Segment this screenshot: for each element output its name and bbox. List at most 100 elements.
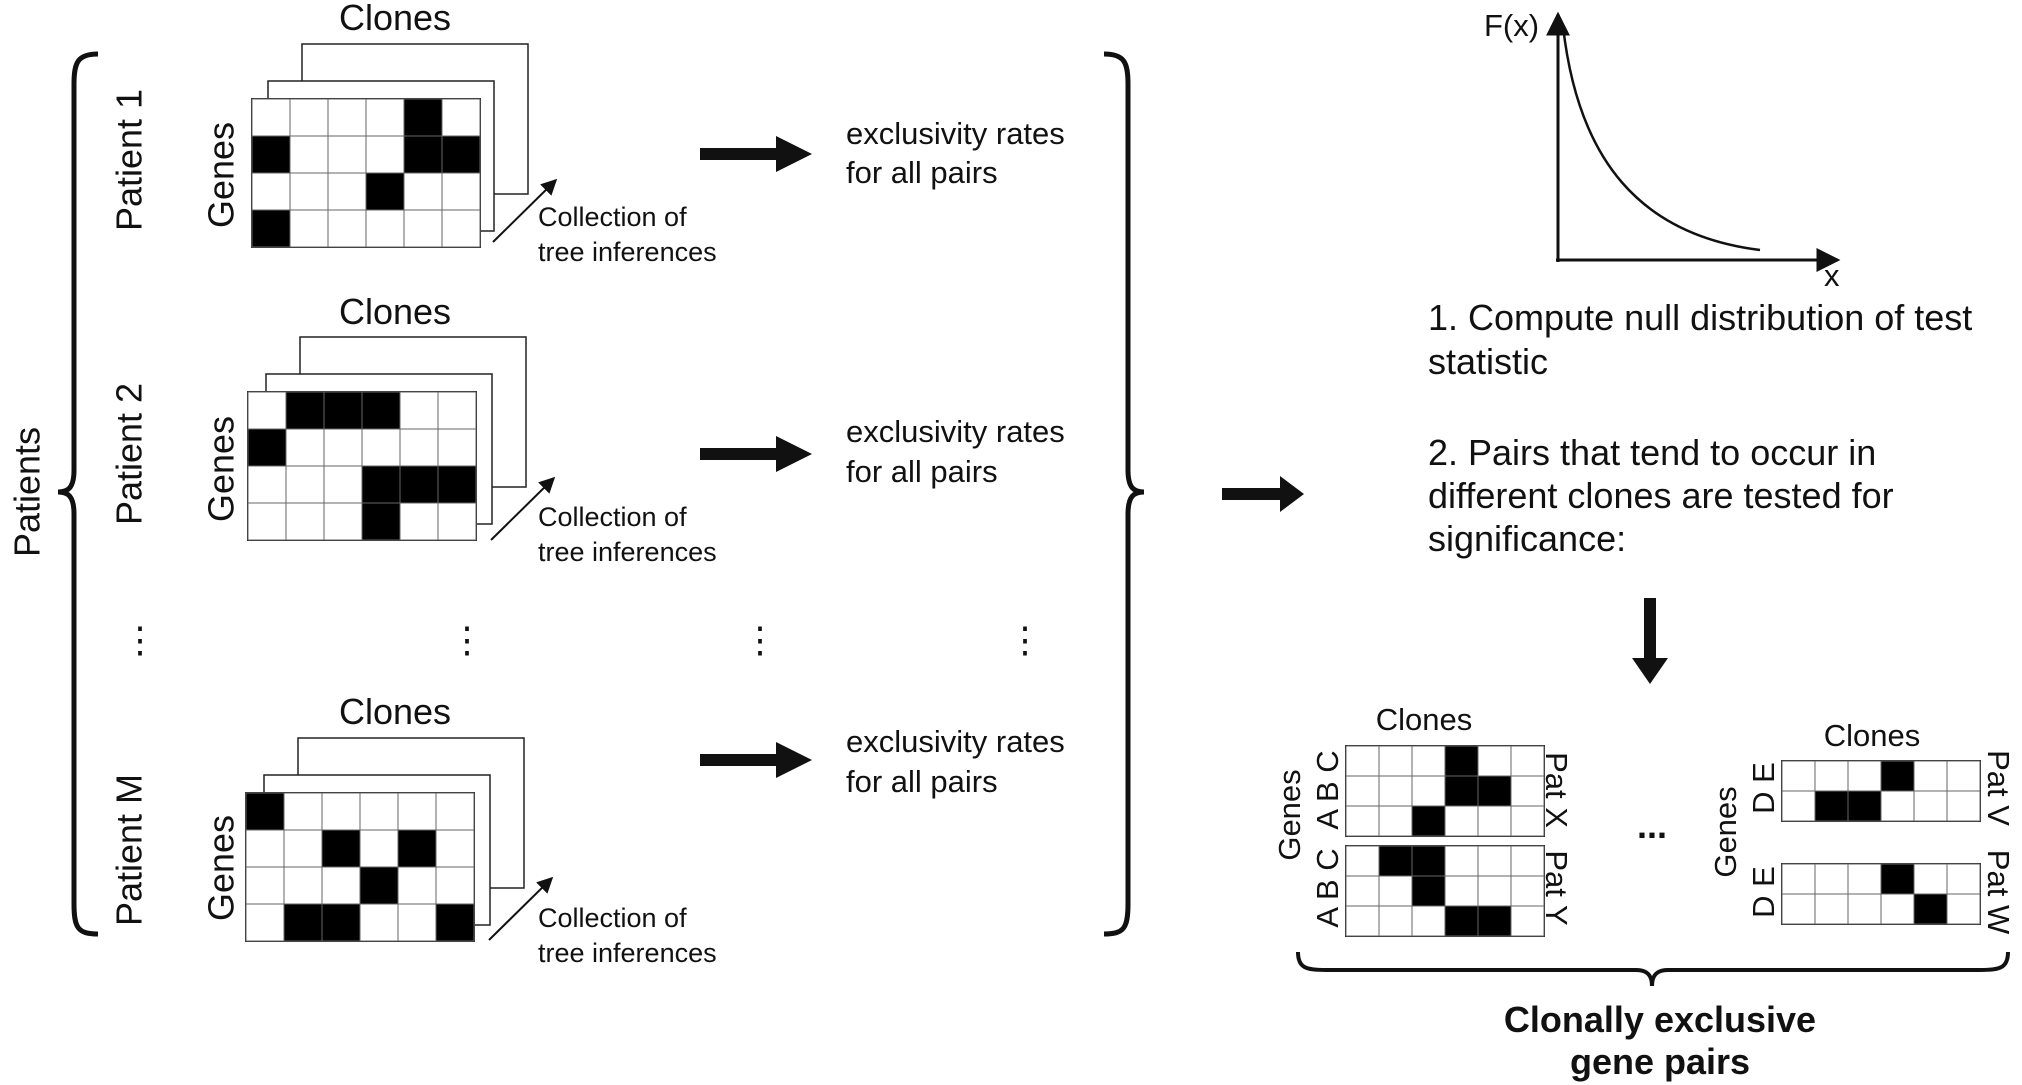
gene-letters-pat-v: D E (1746, 762, 1781, 814)
result-ellipsis: ... (1637, 805, 1667, 846)
matrix-cell-empty (1345, 875, 1380, 907)
matrix-cell-filled (435, 903, 475, 942)
ellipsis-arrows: ⋮ (742, 619, 778, 660)
rates-closing-brace (1103, 51, 1145, 937)
result-title-line2: gene pairs (1570, 1041, 1750, 1082)
result-clones-label-1: Clones (1376, 702, 1473, 737)
matrix-cell-empty (399, 428, 439, 467)
matrix-cell-empty (1378, 905, 1413, 937)
matrix-cell-empty (1411, 745, 1446, 777)
result-genes-label-2: Genes (1708, 786, 1743, 877)
matrix-cell-empty (1781, 760, 1816, 792)
matrix-cell-empty (365, 209, 405, 248)
pat-w-label: Pat W (1981, 850, 2016, 935)
matrix-cell-empty (435, 829, 475, 868)
matrix-cell-filled (1477, 905, 1512, 937)
matrix-cell-empty (1510, 905, 1545, 937)
patients-label: Patients (7, 427, 48, 557)
patients-brace (57, 51, 99, 937)
matrix-cell-empty (365, 98, 405, 137)
result-genes-label-1: Genes (1272, 769, 1307, 860)
matrix-cell-empty (1946, 790, 1981, 822)
matrix-cell-empty (437, 391, 477, 430)
result-brace (1296, 951, 2010, 987)
matrix-cell-empty (437, 428, 477, 467)
plot-y-label: F(x) (1484, 8, 1539, 43)
matrix-cell-empty (283, 829, 323, 868)
matrix-cell-empty (1847, 893, 1882, 925)
matrix-cell-empty (1946, 893, 1981, 925)
clones-label-pm: Clones (339, 691, 451, 732)
matrix-cell-empty (359, 903, 399, 942)
matrix-cell-filled (1411, 875, 1446, 907)
matrix-cell-empty (403, 172, 443, 211)
rates-label-p2-line2: for all pairs (846, 454, 998, 489)
matrix-cell-filled (321, 829, 361, 868)
matrix-cell-empty (327, 172, 367, 211)
matrix-cell-empty (1880, 790, 1915, 822)
matrix-cell-empty (251, 172, 291, 211)
genes-label-p1: Genes (201, 122, 242, 228)
ellipsis-rates: ⋮ (1007, 619, 1043, 660)
step2-line2: different clones are tested for (1428, 475, 1894, 516)
result-clones-label-2: Clones (1824, 718, 1921, 753)
matrix-cell-empty (283, 866, 323, 905)
matrix-cell-filled (1444, 775, 1479, 807)
matrix-cell-empty (397, 903, 437, 942)
matrix-cell-empty (365, 135, 405, 174)
step1-line1: 1. Compute null distribution of test (1428, 297, 1972, 338)
arrow-p1 (700, 136, 812, 172)
matrix-cell-empty (327, 209, 367, 248)
matrix-cell-empty (403, 209, 443, 248)
collection-label-pm-line1: Collection of (538, 903, 687, 933)
matrix-cell-empty (399, 391, 439, 430)
matrix-cell-empty (359, 792, 399, 831)
matrix-cell-empty (1510, 845, 1545, 877)
matrix-cell-empty (1477, 875, 1512, 907)
matrix-cell-empty (1913, 760, 1948, 792)
matrix-cell-filled (1880, 863, 1915, 895)
patient-m-label: Patient M (109, 774, 150, 926)
pat-y-label: Pat Y (1539, 850, 1574, 925)
matrix-cell-filled (365, 172, 405, 211)
matrix-cell-filled (1880, 760, 1915, 792)
matrix-cell-empty (289, 209, 329, 248)
matrix-cell-filled (437, 465, 477, 504)
matrix-cell-empty (1814, 863, 1849, 895)
matrix-cell-empty (397, 866, 437, 905)
plot-x-label: x (1824, 258, 1840, 293)
matrix-cell-filled (323, 391, 363, 430)
matrix-cell-empty (1510, 805, 1545, 837)
tree-matrix-p1 (251, 98, 481, 248)
matrix-cell-empty (321, 792, 361, 831)
matrix-cell-empty (1781, 790, 1816, 822)
matrix-cell-empty (1781, 863, 1816, 895)
matrix-cell-filled (245, 792, 285, 831)
matrix-cell-filled (1477, 775, 1512, 807)
matrix-cell-empty (1378, 875, 1413, 907)
matrix-cell-empty (435, 866, 475, 905)
genes-label-p2: Genes (201, 416, 242, 522)
tree-matrix-pm (245, 792, 475, 942)
rates-label-pm-line2: for all pairs (846, 764, 998, 799)
pat-v-label: Pat V (1981, 750, 2016, 826)
collection-arrow-p2 (490, 476, 556, 541)
arrow-to-analysis (1222, 476, 1304, 512)
matrix-cell-filled (285, 391, 325, 430)
step1-line2: statistic (1428, 341, 1548, 382)
matrix-cell-empty (361, 428, 401, 467)
matrix-cell-filled (399, 465, 439, 504)
matrix-cell-empty (1345, 845, 1380, 877)
matrix-cell-filled (1411, 805, 1446, 837)
matrix-cell-empty (1444, 805, 1479, 837)
collection-label-p2-line1: Collection of (538, 502, 687, 532)
matrix-cell-filled (361, 465, 401, 504)
matrix-cell-empty (245, 829, 285, 868)
matrix-cell-empty (251, 98, 291, 137)
matrix-cell-empty (289, 135, 329, 174)
matrix-cell-empty (1847, 863, 1882, 895)
matrix-cell-empty (1378, 745, 1413, 777)
collection-label-p1-line2: tree inferences (538, 237, 717, 267)
matrix-cell-empty (1880, 893, 1915, 925)
collection-arrow-p1 (492, 178, 558, 243)
